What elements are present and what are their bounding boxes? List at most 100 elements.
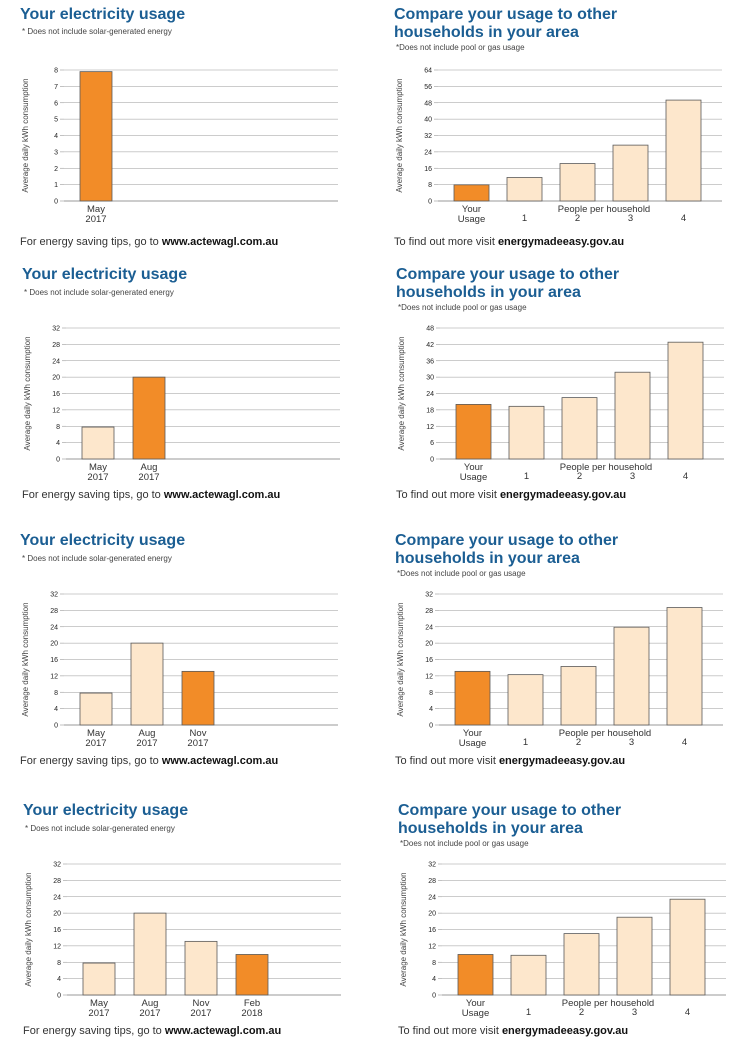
y-tick-label: 7 bbox=[54, 84, 58, 91]
y-tick-label: 20 bbox=[425, 641, 433, 648]
footer-link[interactable]: www.actewagl.com.au bbox=[161, 236, 279, 248]
y-tick-label: 32 bbox=[428, 862, 436, 869]
bar bbox=[184, 940, 218, 996]
chart-compare-4: Average daily kWh consumption04812162024… bbox=[399, 862, 726, 1019]
panel-note: *Does not include pool or gas usage bbox=[398, 303, 527, 312]
title-line: households in your area bbox=[394, 24, 579, 41]
x-tick-label: 2017 bbox=[136, 738, 157, 749]
y-tick-label: 8 bbox=[429, 690, 433, 697]
x-tick-label: 2017 bbox=[139, 1008, 160, 1019]
footer-link[interactable]: energymadeeasy.gov.au bbox=[497, 236, 625, 248]
y-tick-label: 4 bbox=[432, 976, 436, 983]
y-tick-label: 42 bbox=[426, 342, 434, 349]
chart-usage-2: Average daily kWh consumption 0 4 8 12 16 20 24… bbox=[23, 326, 340, 483]
title-line: Compare your usage to other bbox=[396, 266, 620, 283]
panel-title: Your electricity usage bbox=[22, 266, 187, 284]
bar bbox=[665, 99, 702, 202]
x-tick-label: 2017 bbox=[187, 738, 208, 749]
y-tick-label: 24 bbox=[52, 358, 60, 365]
footer-link[interactable]: energymadeeasy.gov.au bbox=[499, 489, 627, 501]
y-tick-label: 0 bbox=[56, 457, 60, 464]
bar bbox=[559, 163, 596, 202]
y-tick-label: 16 bbox=[425, 657, 433, 664]
y-axis-label: Average daily kWh consumption bbox=[397, 336, 406, 450]
y-tick-label: 4 bbox=[429, 706, 433, 713]
y-axis-label: Average daily kWh consumption bbox=[395, 78, 404, 192]
y-tick-label: 8 bbox=[54, 68, 58, 75]
bar bbox=[508, 405, 545, 460]
y-tick-label: 2 bbox=[54, 166, 58, 173]
y-tick-label: 28 bbox=[428, 878, 436, 885]
y-tick-label: 32 bbox=[424, 133, 432, 140]
y-tick-label: 24 bbox=[50, 624, 58, 631]
bar bbox=[79, 71, 113, 202]
y-tick-label: 8 bbox=[54, 690, 58, 697]
y-tick-label: 0 bbox=[428, 199, 432, 206]
y-tick-label: 16 bbox=[52, 391, 60, 398]
footer-link[interactable]: www.actewagl.com.au bbox=[161, 755, 279, 767]
chart-usage-3: Average daily kWh consumption 0 4 8 12 16 20 24… bbox=[21, 592, 338, 749]
panel-footer: To find out more visit energymadeeasy.go… bbox=[398, 1025, 628, 1037]
panel-title: Your electricity usage bbox=[23, 802, 188, 820]
x-tick-label: Feb bbox=[244, 998, 260, 1009]
bar bbox=[130, 642, 164, 726]
footer-link[interactable]: energymadeeasy.gov.au bbox=[501, 1025, 629, 1037]
x-tick-label: 2017 bbox=[85, 214, 106, 225]
x-tick-label: 4 bbox=[683, 471, 688, 482]
footer-text: To find out more visit bbox=[396, 489, 500, 501]
y-axis-label: Average daily kWh consumption bbox=[399, 872, 408, 986]
bar bbox=[453, 184, 490, 202]
usage-panel-3: Your electricity usage * Does not includ… bbox=[20, 532, 340, 776]
y-tick-label: 36 bbox=[426, 358, 434, 365]
footer-link[interactable]: energymadeeasy.gov.au bbox=[498, 755, 626, 767]
x-tick-label: 4 bbox=[681, 213, 686, 224]
x-tick-label: Usage bbox=[458, 214, 485, 225]
title-line: households in your area bbox=[395, 550, 580, 567]
x-tick-label: 3 bbox=[632, 1007, 637, 1018]
bar bbox=[81, 426, 115, 460]
panel-note: *Does not include pool or gas usage bbox=[400, 839, 529, 848]
title-line: households in your area bbox=[396, 284, 581, 301]
y-tick-label: 20 bbox=[52, 375, 60, 382]
footer-link[interactable]: www.actewagl.com.au bbox=[163, 489, 281, 501]
x-tick-label: May bbox=[87, 204, 105, 215]
x-tick-label: Aug bbox=[141, 462, 158, 473]
y-tick-label: 0 bbox=[430, 457, 434, 464]
y-tick-label: 32 bbox=[52, 326, 60, 333]
x-tick-label: Aug bbox=[139, 728, 156, 739]
footer-link[interactable]: www.actewagl.com.au bbox=[164, 1025, 282, 1037]
y-tick-label: 24 bbox=[424, 149, 432, 156]
footer-text: To find out more visit bbox=[394, 236, 498, 248]
y-tick-label: 0 bbox=[54, 199, 58, 206]
x-tick-label: Your bbox=[462, 204, 481, 215]
y-tick-label: 4 bbox=[54, 133, 58, 140]
y-tick-label: 24 bbox=[428, 894, 436, 901]
x-tick-label: 3 bbox=[628, 213, 633, 224]
y-tick-label: 16 bbox=[424, 166, 432, 173]
x-tick-label: 2017 bbox=[190, 1008, 211, 1019]
x-tick-label: 4 bbox=[685, 1007, 690, 1018]
x-tick-label: 1 bbox=[524, 471, 529, 482]
compare-panel-2: Compare your usage to other households in… bbox=[396, 266, 726, 510]
y-tick-label: 24 bbox=[426, 391, 434, 398]
y-tick-label: 0 bbox=[429, 723, 433, 730]
y-axis-label: Average daily kWh consumption bbox=[396, 602, 405, 716]
y-tick-label: 56 bbox=[424, 84, 432, 91]
y-tick-label: 28 bbox=[53, 878, 61, 885]
panel-title: Your electricity usage bbox=[20, 6, 185, 24]
y-tick-label: 5 bbox=[54, 117, 58, 124]
y-tick-label: 6 bbox=[430, 440, 434, 447]
bar bbox=[506, 177, 543, 202]
group-axis-label: People per household bbox=[560, 462, 652, 473]
x-tick-label: 2 bbox=[575, 213, 580, 224]
y-tick-label: 30 bbox=[426, 375, 434, 382]
panel-footer: For energy saving tips, go to www.actewa… bbox=[20, 755, 278, 767]
panel-note: * Does not include solar-generated energ… bbox=[22, 27, 172, 36]
x-tick-label: 2018 bbox=[241, 1008, 262, 1019]
x-tick-label: 3 bbox=[629, 737, 634, 748]
y-tick-label: 32 bbox=[53, 862, 61, 869]
title-line: households in your area bbox=[398, 820, 583, 837]
panel-footer: To find out more visit energymadeeasy.go… bbox=[394, 236, 624, 248]
y-tick-label: 6 bbox=[54, 100, 58, 107]
panel-note: * Does not include solar-generated energ… bbox=[22, 554, 172, 563]
